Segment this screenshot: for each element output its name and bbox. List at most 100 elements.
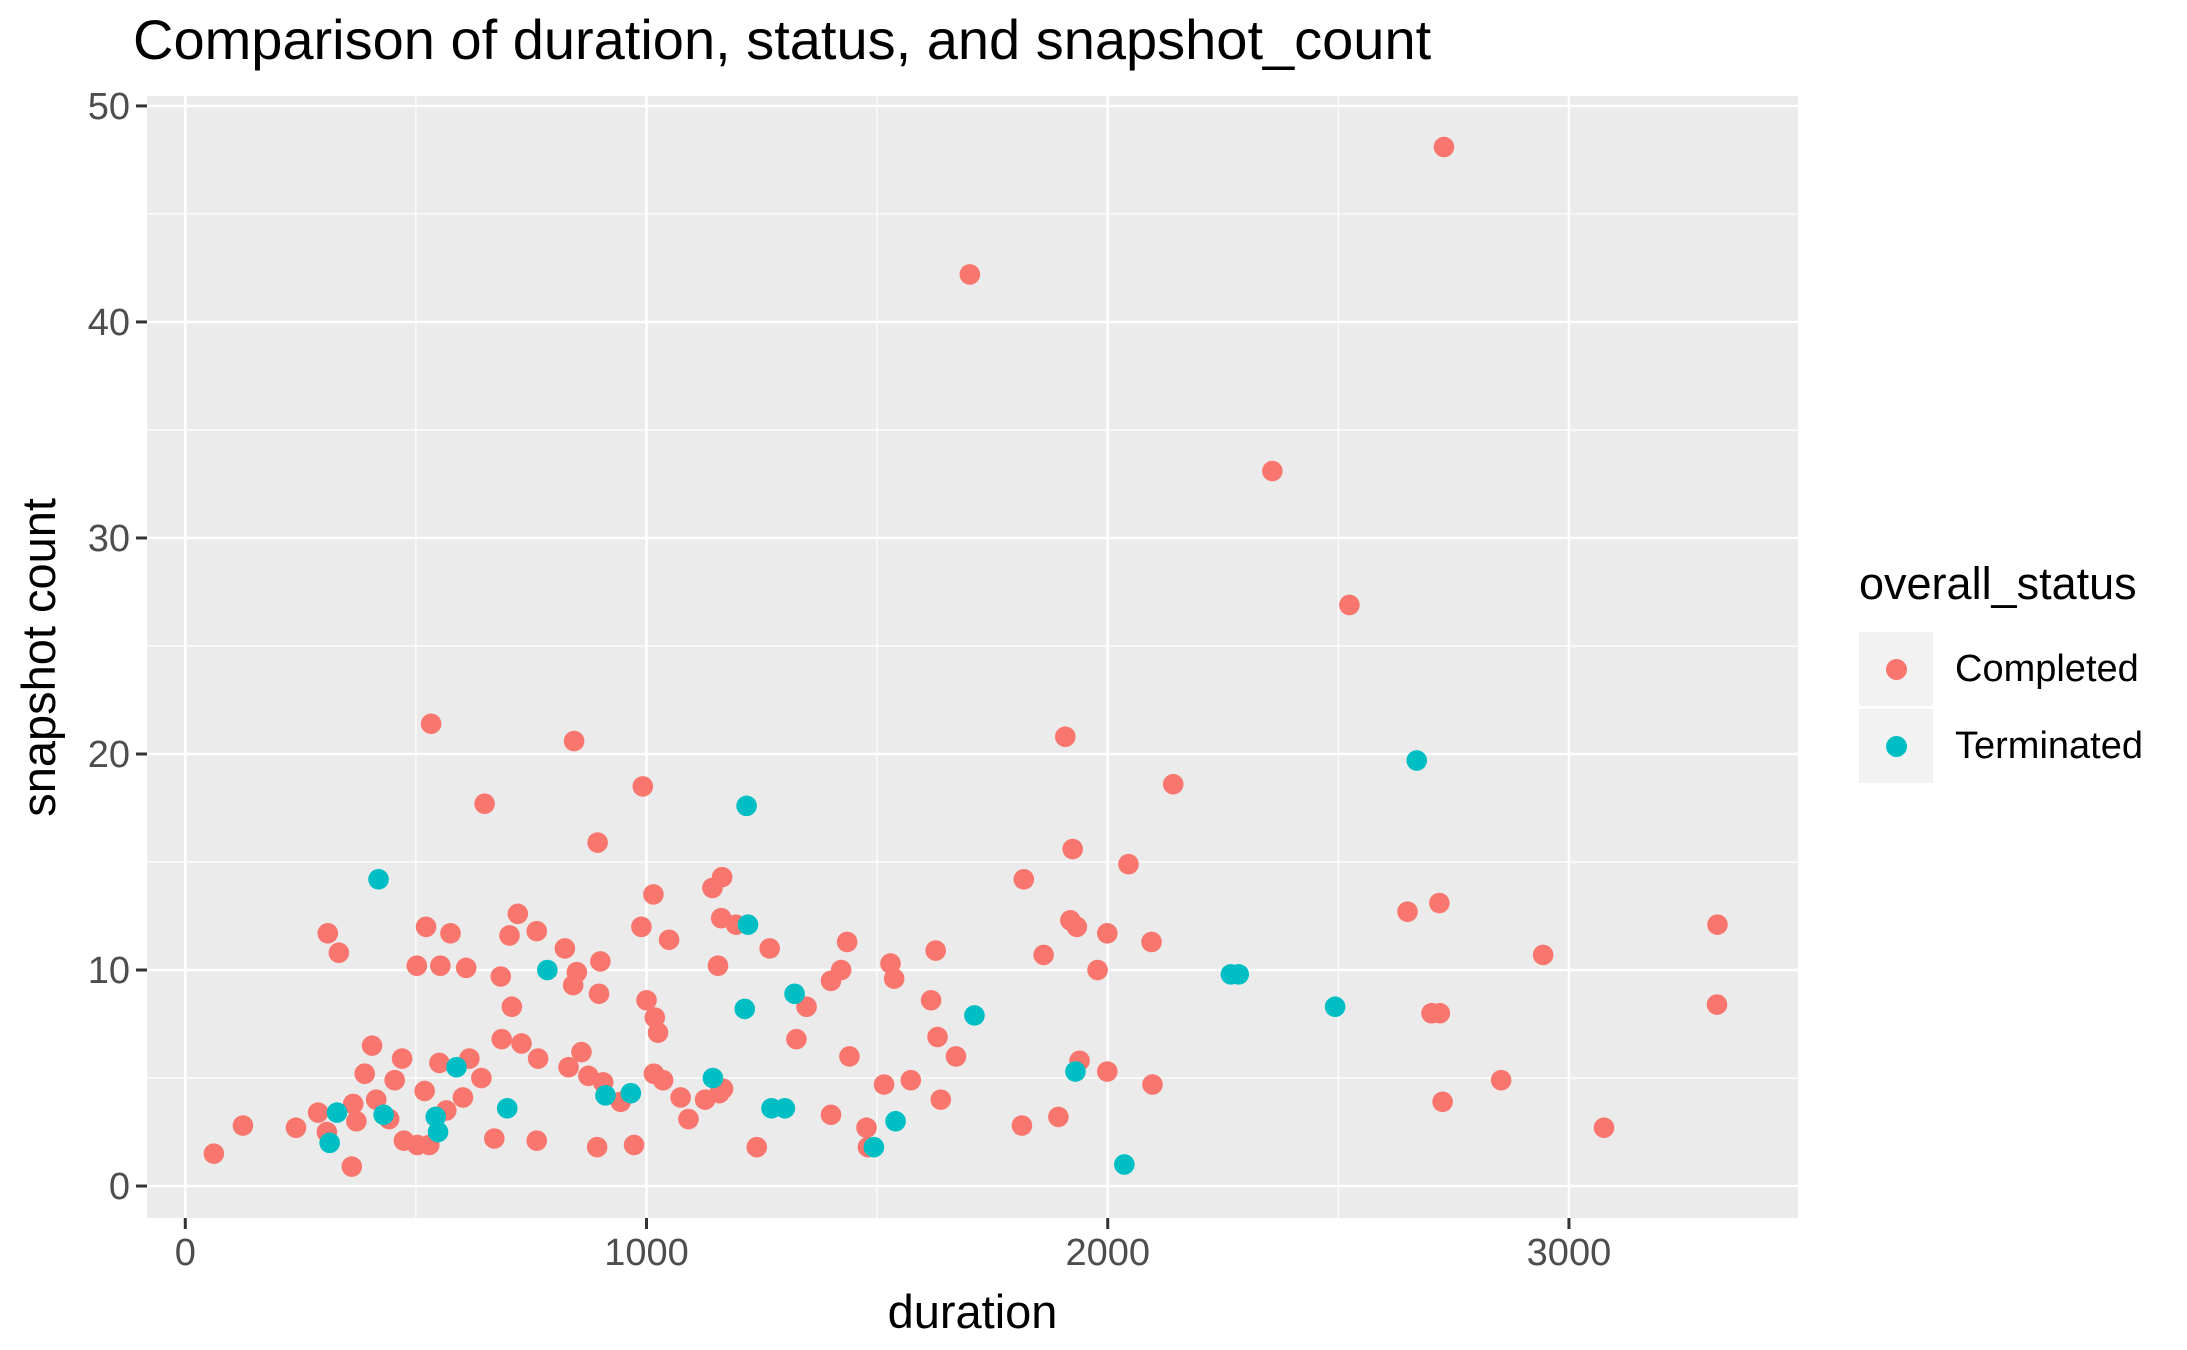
data-point-completed xyxy=(526,920,548,942)
data-point-terminated xyxy=(964,1005,985,1026)
data-point-completed xyxy=(830,959,852,981)
data-point-terminated xyxy=(427,1121,449,1143)
data-point-completed xyxy=(590,951,611,972)
x-tick-label: 3000 xyxy=(1527,1232,1612,1274)
data-point-completed xyxy=(1532,944,1554,966)
data-point-terminated xyxy=(885,1110,906,1132)
y-tick-label: 0 xyxy=(109,1166,130,1208)
y-tick-label: 10 xyxy=(88,950,130,992)
data-point-completed xyxy=(707,955,729,976)
data-point-completed xyxy=(1096,1061,1118,1082)
data-point-completed xyxy=(1087,959,1108,981)
data-point-terminated xyxy=(319,1132,340,1154)
data-point-completed xyxy=(554,938,576,959)
data-point-completed xyxy=(632,776,654,797)
data-point-terminated xyxy=(446,1056,467,1078)
data-point-completed xyxy=(342,1093,364,1115)
y-tick-label: 40 xyxy=(88,302,130,344)
legend-title: overall_status xyxy=(1859,558,2137,609)
data-point-completed xyxy=(1339,594,1360,616)
data-point-completed xyxy=(285,1117,307,1139)
data-point-terminated xyxy=(702,1067,724,1089)
terminated-point-icon xyxy=(1885,735,1907,757)
data-point-completed xyxy=(307,1102,329,1123)
data-point-terminated xyxy=(1406,750,1428,771)
legend: overall_status Completed Terminated xyxy=(1859,558,2143,786)
data-point-completed xyxy=(558,1056,579,1078)
data-point-completed xyxy=(927,1026,948,1048)
data-point-terminated xyxy=(620,1082,642,1104)
data-point-completed xyxy=(1706,994,1728,1015)
data-point-completed xyxy=(440,922,461,944)
legend-key xyxy=(1859,709,1933,783)
y-tick-label: 20 xyxy=(88,734,130,776)
data-point-completed xyxy=(384,1069,405,1091)
data-point-completed xyxy=(232,1115,254,1136)
data-point-terminated xyxy=(774,1097,796,1119)
x-tick-label: 2000 xyxy=(1065,1232,1150,1274)
data-point-completed xyxy=(1142,1074,1163,1095)
data-point-completed xyxy=(507,903,529,925)
data-point-terminated xyxy=(863,1136,885,1158)
data-point-completed xyxy=(491,1028,512,1050)
data-point-completed xyxy=(566,961,588,983)
data-point-completed xyxy=(746,1136,768,1158)
y-tick-label: 50 xyxy=(88,86,130,128)
data-point-completed xyxy=(430,955,451,976)
data-point-completed xyxy=(930,1089,952,1110)
data-point-completed xyxy=(586,1136,608,1158)
data-point-completed xyxy=(759,938,780,959)
data-point-completed xyxy=(839,1046,860,1067)
data-point-completed xyxy=(643,884,664,905)
data-point-completed xyxy=(429,1052,450,1074)
data-point-completed xyxy=(346,1110,367,1132)
data-point-completed xyxy=(786,1028,807,1050)
data-point-completed xyxy=(820,1104,842,1126)
data-point-terminated xyxy=(1114,1154,1135,1175)
data-point-completed xyxy=(527,1048,549,1069)
data-point-completed xyxy=(1066,916,1088,938)
data-point-completed xyxy=(920,989,942,1011)
data-point-completed xyxy=(1433,136,1455,158)
completed-point-icon xyxy=(1885,658,1907,680)
data-point-completed xyxy=(670,1087,691,1108)
data-point-completed xyxy=(873,1074,895,1095)
data-point-completed xyxy=(499,925,520,946)
data-point-completed xyxy=(490,966,512,987)
data-point-completed xyxy=(900,1069,922,1091)
data-point-completed xyxy=(354,1063,375,1084)
data-point-completed xyxy=(563,730,585,752)
data-point-completed xyxy=(511,1033,532,1054)
data-point-completed xyxy=(341,1156,363,1177)
data-point-completed xyxy=(415,916,437,938)
data-point-completed xyxy=(414,1080,435,1102)
data-point-completed xyxy=(361,1035,383,1056)
data-point-completed xyxy=(526,1130,548,1151)
legend-item-terminated: Terminated xyxy=(1859,709,2143,783)
data-point-completed xyxy=(945,1046,967,1067)
data-point-terminated xyxy=(1228,964,1250,985)
data-point-completed xyxy=(1429,892,1450,914)
legend-key xyxy=(1859,632,1933,706)
data-point-completed xyxy=(711,866,733,888)
data-point-completed xyxy=(1162,773,1184,795)
data-point-terminated xyxy=(734,998,756,1020)
data-point-completed xyxy=(1054,726,1076,748)
data-point-completed xyxy=(406,955,428,976)
data-point-terminated xyxy=(736,795,757,817)
data-point-completed xyxy=(1593,1117,1615,1139)
data-point-completed xyxy=(203,1143,225,1164)
legend-label-terminated: Terminated xyxy=(1955,724,2143,767)
legend-item-completed: Completed xyxy=(1859,632,2143,706)
data-point-completed xyxy=(623,1134,645,1156)
data-point-terminated xyxy=(784,983,805,1005)
data-point-completed xyxy=(959,264,981,285)
data-point-completed xyxy=(1096,922,1118,944)
data-point-completed xyxy=(883,968,905,989)
data-point-completed xyxy=(925,940,946,961)
data-point-completed xyxy=(455,957,477,979)
data-point-terminated xyxy=(368,868,389,890)
y-axis-title: snapshot count xyxy=(11,497,65,817)
